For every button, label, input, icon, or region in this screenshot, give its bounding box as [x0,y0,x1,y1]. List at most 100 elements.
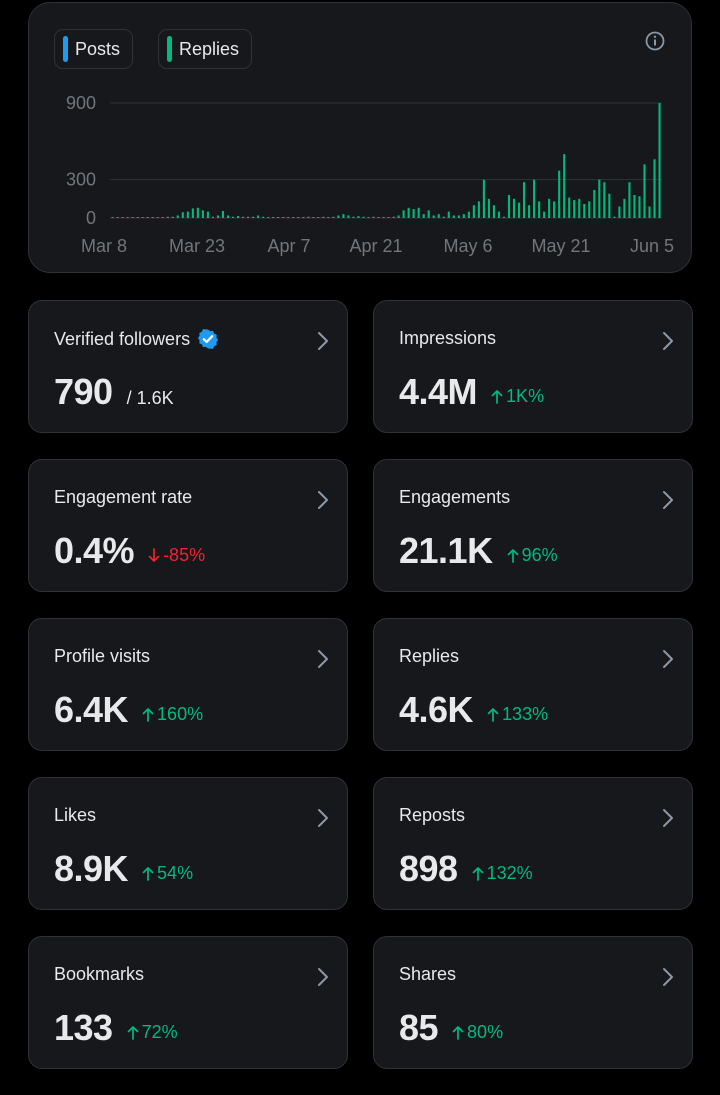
metric-change: 80% [452,1022,503,1043]
arrow-up-icon [452,1026,464,1040]
chevron-right-icon [663,491,673,509]
replies-bar [427,210,430,218]
arrow-up-icon [491,390,503,404]
replies-bar [267,217,270,218]
replies-bar [181,212,184,218]
metric-value-row: 4.6K 133% [399,689,548,731]
replies-bar [633,195,636,218]
metric-value: 790 [54,371,113,412]
replies-bar [643,164,646,218]
metric-card-likes[interactable]: Likes 8.9K 54% [28,777,348,910]
metric-value-row: 21.1K 96% [399,530,558,572]
replies-bar [507,195,511,218]
replies-bar [407,207,410,218]
info-icon[interactable] [645,31,665,51]
replies-bar [196,207,199,218]
replies-bar [241,216,245,218]
metric-change: 160% [142,704,203,725]
replies-bar [292,217,295,218]
chevron-right-icon [318,332,328,350]
metric-card-replies[interactable]: Replies 4.6K 133% [373,618,693,751]
replies-bar [317,217,320,218]
metric-value: 133 [54,1007,113,1048]
replies-bar [648,206,651,218]
metric-value-row: 8.9K 54% [54,848,193,890]
replies-bar [462,214,465,218]
replies-bar [211,216,214,218]
arrow-up-icon [142,708,154,722]
chevron-right-icon [663,650,673,668]
metric-card-verified-followers[interactable]: Verified followers 790 / 1.6K [28,300,348,433]
replies-bar [593,189,596,218]
metric-label-wrap: Likes [54,805,96,826]
replies-bar [538,201,541,218]
replies-bar [442,216,445,218]
replies-bar [161,217,164,218]
metric-change: 72% [127,1022,178,1043]
metric-label-wrap: Profile visits [54,646,150,667]
arrow-down-icon [148,548,160,562]
replies-bar [166,216,169,218]
metric-card-shares[interactable]: Shares 85 80% [373,936,693,1069]
metric-change: 96% [507,545,558,566]
metric-card-engagement-rate[interactable]: Engagement rate 0.4% -85% [28,459,348,592]
metric-label-wrap: Engagements [399,487,510,508]
metric-card-profile-visits[interactable]: Profile visits 6.4K 160% [28,618,348,751]
replies-bar [583,203,586,218]
metric-value-row: 4.4M 1K% [399,371,544,413]
replies-bar [377,217,380,218]
metric-total: / 1.6K [126,388,174,408]
arrow-up-icon [127,1026,138,1040]
metric-change-value: 1K% [506,386,545,406]
metric-label-wrap: Verified followers [54,328,219,350]
metric-change-value: 54% [157,863,194,883]
metric-change: -85% [148,545,205,566]
replies-bar [277,217,280,218]
x-tick-label: Apr 7 [267,236,310,256]
replies-bar [151,217,154,218]
replies-bar [492,205,495,218]
replies-bar [322,216,325,218]
activity-chart-card: Posts Replies 900 300 0 Mar 8 Mar 23 Apr 7 Apr… [28,2,692,273]
replies-bar [653,159,656,218]
metric-card-bookmarks[interactable]: Bookmarks 133 72% [28,936,348,1069]
legend-replies-label: Replies [179,38,240,59]
replies-bar [432,215,435,218]
replies-bar [477,201,480,218]
chevron-right-icon [318,650,328,668]
replies-bar [126,217,129,218]
metric-card-engagements[interactable]: Engagements 21.1K 96% [373,459,693,592]
chevron-right-icon [663,809,673,827]
legend-replies-chip[interactable]: Replies [158,29,253,69]
legend-posts-label: Posts [75,38,121,59]
replies-bar [111,217,114,218]
metric-change-value: 96% [521,545,558,565]
metric-change-value: 133% [502,704,549,724]
replies-bar [382,217,385,218]
metric-change-value: 72% [141,1022,178,1042]
legend-posts-chip[interactable]: Posts [54,29,134,69]
metric-change-value: -85% [163,545,206,565]
arrow-up-icon [472,867,483,881]
metric-card-impressions[interactable]: Impressions 4.4M 1K% [373,300,693,433]
metric-label: Engagement rate [54,487,193,507]
replies-bar [578,198,581,218]
replies-bar [482,179,485,218]
y-tick-label: 0 [86,208,96,228]
replies-bar [618,206,621,218]
replies-bar [417,207,420,218]
metric-label-wrap: Engagement rate [54,487,192,508]
replies-bar [568,197,571,218]
replies-bar [573,200,576,218]
replies-bar [186,211,189,218]
metric-value: 4.4M [399,371,478,412]
metric-value: 21.1K [399,530,493,571]
metric-value: 85 [399,1007,439,1048]
metric-value: 0.4% [54,530,135,571]
metric-card-reposts[interactable]: Reposts 898 132% [373,777,693,910]
x-tick-label: May 21 [531,236,590,256]
replies-color-swatch [167,36,172,62]
replies-bar [452,215,455,218]
metric-change-value: 160% [157,704,204,724]
replies-bar [497,211,501,218]
